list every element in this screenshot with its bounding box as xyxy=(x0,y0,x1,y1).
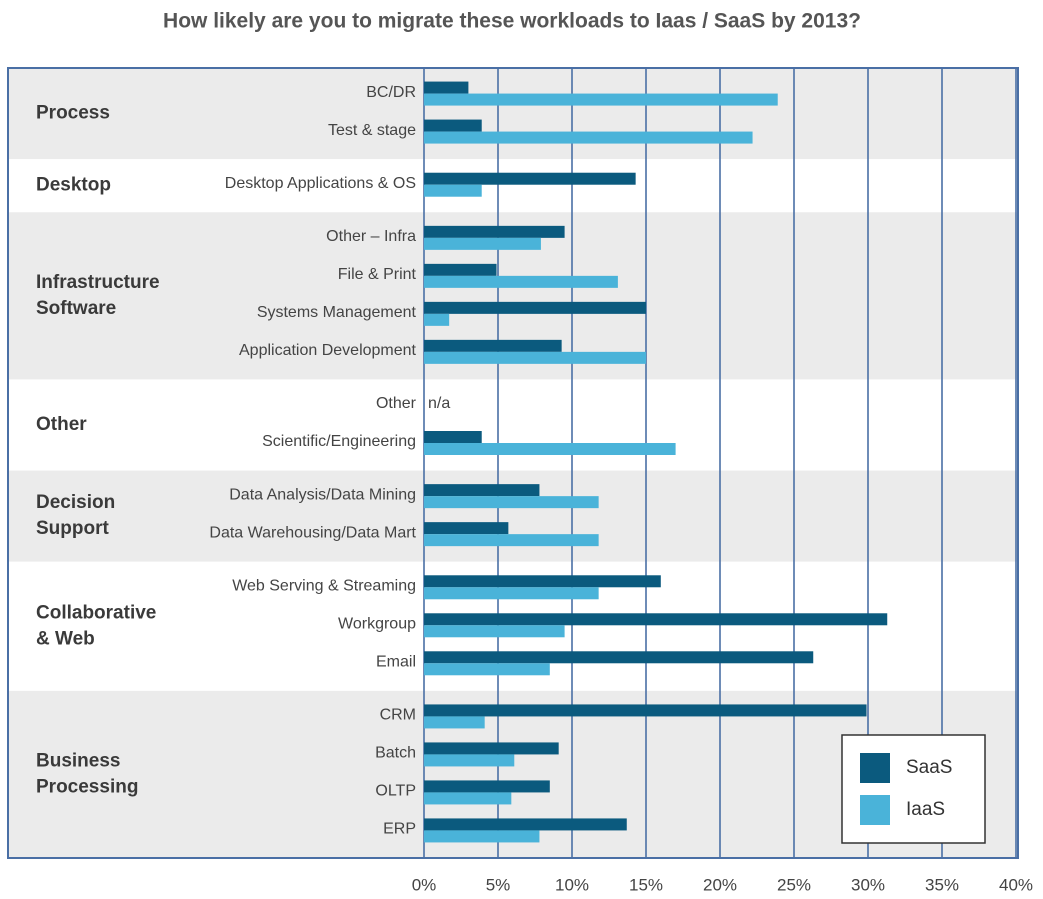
legend-label: SaaS xyxy=(906,757,952,778)
group-band xyxy=(8,159,1018,213)
group-label: & Web xyxy=(36,628,95,649)
bar xyxy=(424,443,676,455)
group-label: Support xyxy=(36,518,109,539)
legend-box xyxy=(841,734,986,844)
x-tick-label: 15% xyxy=(629,875,663,894)
plot-frame xyxy=(7,67,1019,859)
category-label: Test & stage xyxy=(328,122,416,139)
group-label: Desktop xyxy=(36,175,111,196)
bar xyxy=(424,93,778,106)
bar xyxy=(424,263,497,276)
category-label: Workgroup xyxy=(338,616,416,633)
category-label: File & Print xyxy=(338,266,417,283)
x-tick-label: 40% xyxy=(999,875,1033,894)
category-label: Scientific/Engineering xyxy=(262,433,416,450)
bar xyxy=(424,313,450,326)
legend: SaaS IaaS xyxy=(841,734,986,844)
category-label: Other – Infra xyxy=(326,228,416,245)
bar xyxy=(424,818,627,831)
x-tick-label: 5% xyxy=(486,875,511,894)
bar xyxy=(424,496,599,509)
bar xyxy=(424,575,661,588)
bar xyxy=(424,742,559,755)
bar xyxy=(424,131,753,144)
group-label: Process xyxy=(36,103,110,124)
bar xyxy=(424,237,541,250)
bar xyxy=(424,716,485,729)
group-band xyxy=(8,379,1018,471)
bar xyxy=(424,225,565,238)
group-label: Other xyxy=(36,414,87,435)
x-tick-label: 35% xyxy=(925,875,959,894)
bar xyxy=(424,484,540,497)
category-label: OLTP xyxy=(375,783,416,800)
bar xyxy=(424,651,814,664)
bar xyxy=(424,184,482,197)
legend-swatch xyxy=(860,795,890,825)
x-tick-label: 10% xyxy=(555,875,589,894)
category-label: Data Analysis/Data Mining xyxy=(229,486,416,503)
category-label: Desktop Applications & OS xyxy=(225,175,416,192)
group-label: Business xyxy=(36,750,120,771)
bar xyxy=(424,587,599,600)
bar xyxy=(424,431,482,443)
group-label: Software xyxy=(36,298,116,319)
bar xyxy=(424,613,888,626)
category-label: ERP xyxy=(383,821,416,838)
bar xyxy=(424,172,636,185)
bar xyxy=(424,754,515,767)
group-label: Infrastructure xyxy=(36,272,160,293)
bar xyxy=(424,301,646,314)
category-label: BC/DR xyxy=(366,84,416,101)
bar xyxy=(424,780,550,793)
bar xyxy=(424,119,482,132)
category-label: Application Development xyxy=(239,342,417,359)
chart-title: How likely are you to migrate these work… xyxy=(163,10,861,33)
group-band xyxy=(8,68,1018,160)
annotation: n/a xyxy=(428,395,450,412)
bar xyxy=(424,339,562,352)
bar xyxy=(424,534,599,547)
legend-swatch xyxy=(860,753,890,783)
bar xyxy=(424,830,540,843)
legend-label: IaaS xyxy=(906,799,945,820)
category-label: Web Serving & Streaming xyxy=(232,578,416,595)
group-label: Decision xyxy=(36,492,115,513)
category-label: Email xyxy=(376,654,416,671)
bar xyxy=(424,81,469,94)
group-label: Collaborative xyxy=(36,602,156,623)
x-tick-label: 20% xyxy=(703,875,737,894)
category-label: Batch xyxy=(375,745,416,762)
category-label: Other xyxy=(376,395,417,412)
bar xyxy=(424,792,512,805)
bar xyxy=(424,704,867,717)
bar xyxy=(424,522,509,535)
bar xyxy=(424,625,565,638)
category-label: Systems Management xyxy=(257,304,417,321)
group-label: Processing xyxy=(36,776,138,797)
x-tick-label: 0% xyxy=(412,875,437,894)
category-label: CRM xyxy=(380,707,416,724)
x-tick-label: 25% xyxy=(777,875,811,894)
bar xyxy=(424,663,550,676)
x-tick-label: 30% xyxy=(851,875,885,894)
bar xyxy=(424,351,646,364)
category-label: Data Warehousing/Data Mart xyxy=(209,524,416,541)
bar xyxy=(424,275,618,288)
